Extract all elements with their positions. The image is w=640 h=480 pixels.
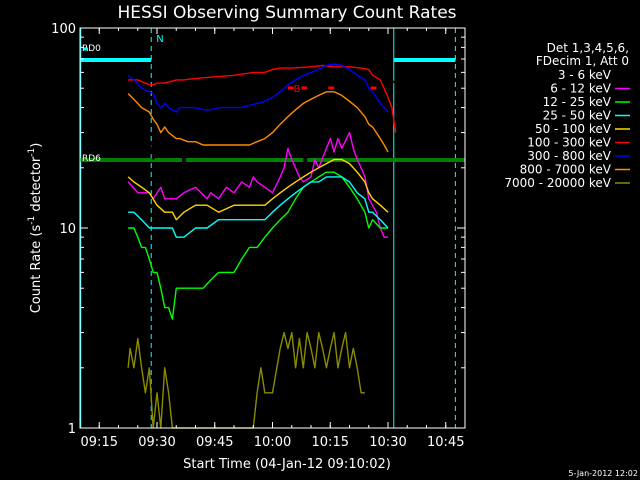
x-tick-label-4: 10:15 xyxy=(312,435,349,450)
x-tick-label-6: 10:45 xyxy=(427,435,464,450)
series-line-1 xyxy=(127,131,388,238)
legend-label-8: 7000 - 20000 keV xyxy=(504,176,611,190)
y-axis-label: Count Rate (s-1 detector-1) xyxy=(27,143,44,314)
y-tick-label-0: 1 xyxy=(68,422,76,437)
y-tick-label-1: 10 xyxy=(59,222,76,237)
legend-label-6: 300 - 800 keV xyxy=(527,149,611,163)
chart-legend: Det 1,3,4,5,6, FDecim 1, Att 0 3 - 6 keV… xyxy=(504,41,630,190)
series-line-0 xyxy=(127,58,404,161)
series-line-6 xyxy=(127,63,389,113)
y-axis-label-end: ) xyxy=(29,143,44,148)
y-axis-label-middle: detector xyxy=(29,156,44,216)
legend-label-0: 3 - 6 keV xyxy=(558,68,612,82)
legend-label-5: 100 - 300 keV xyxy=(527,136,611,150)
legend-label-1: 6 - 12 keV xyxy=(550,82,612,96)
series-line-3 xyxy=(128,176,389,238)
series-line-2 xyxy=(128,171,388,320)
legend-label-7: 800 - 7000 keV xyxy=(520,163,612,177)
x-tick-label-2: 09:45 xyxy=(196,435,233,450)
x-tick-label-5: 10:30 xyxy=(369,435,406,450)
legend-label-2: 12 - 25 keV xyxy=(543,95,612,109)
plot-area: N RD0 RD6 B xyxy=(80,28,465,429)
x-tick-label-3: 10:00 xyxy=(254,435,291,450)
rd6-label: RD6 xyxy=(82,154,101,164)
night-label: N xyxy=(156,34,163,45)
series-line-5 xyxy=(128,64,397,133)
y-axis-label-sup-2: -1 xyxy=(27,148,37,157)
chart-title: HESSI Observing Summary Count Rates xyxy=(117,3,456,23)
generation-timestamp: 5-Jan-2012 12:02 xyxy=(568,469,638,478)
x-tick-label-0: 09:15 xyxy=(81,435,118,450)
x-axis-label: Start Time (04-Jan-12 09:10:02) xyxy=(183,457,391,472)
series-line-4 xyxy=(127,158,389,221)
x-tick-label-1: 09:30 xyxy=(138,435,175,450)
series-line-7 xyxy=(127,91,389,153)
y-axis-label-sup-1: -1 xyxy=(27,216,37,225)
rd0-label: RD0 xyxy=(82,44,101,54)
y-axis: 1 10 100 xyxy=(51,22,465,437)
legend-label-4: 50 - 100 keV xyxy=(535,122,612,136)
legend-header-line-2: FDecim 1, Att 0 xyxy=(536,54,629,68)
x-axis: 09:15 09:30 09:45 10:00 10:15 10:30 10:45 xyxy=(79,28,466,450)
flag-letter-0: B xyxy=(294,84,301,95)
series-line-8 xyxy=(127,331,365,429)
legend-header-line-1: Det 1,3,4,5,6, xyxy=(547,41,629,55)
y-tick-label-2: 100 xyxy=(51,22,76,37)
legend-label-3: 25 - 50 keV xyxy=(543,109,612,123)
